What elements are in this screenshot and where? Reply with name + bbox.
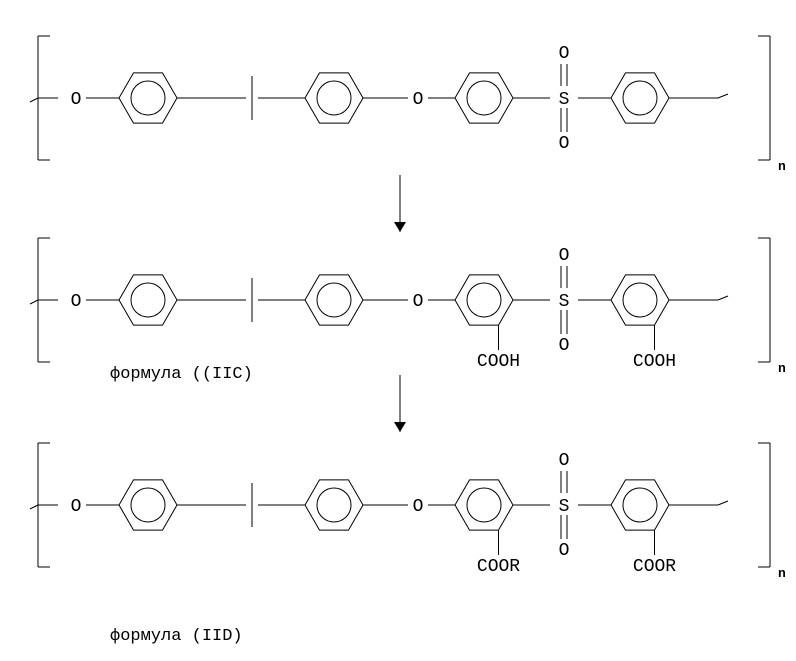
repeat-n: n [778,361,786,376]
atom-o: O [413,292,424,312]
substituent: COOR [477,557,520,577]
atom-s: S [559,292,570,312]
repeat-n: n [778,159,786,174]
repeat-n: n [778,566,786,581]
atom-o: O [559,541,570,561]
atom-s: S [559,497,570,517]
substituent: COOH [633,352,676,372]
atom-o: O [413,497,424,517]
atom-o: O [559,451,570,471]
atom-o: O [559,336,570,356]
atom-o: O [559,134,570,154]
atom-o: O [71,292,82,312]
formula-label-iic: формула ((IIC) [110,365,253,384]
atom-s: S [559,90,570,110]
atom-o: O [559,246,570,266]
substituent: COOH [477,352,520,372]
atom-o: O [71,90,82,110]
atom-o: O [71,497,82,517]
atom-o: O [413,90,424,110]
chemical-scheme: O O S O On O O S O On COOH COOH O O S O On COOR COOR формул… [0,0,796,661]
substituent: COOR [633,557,676,577]
atom-o: O [559,44,570,64]
formula-label-iid: формула (IID) [110,627,243,646]
